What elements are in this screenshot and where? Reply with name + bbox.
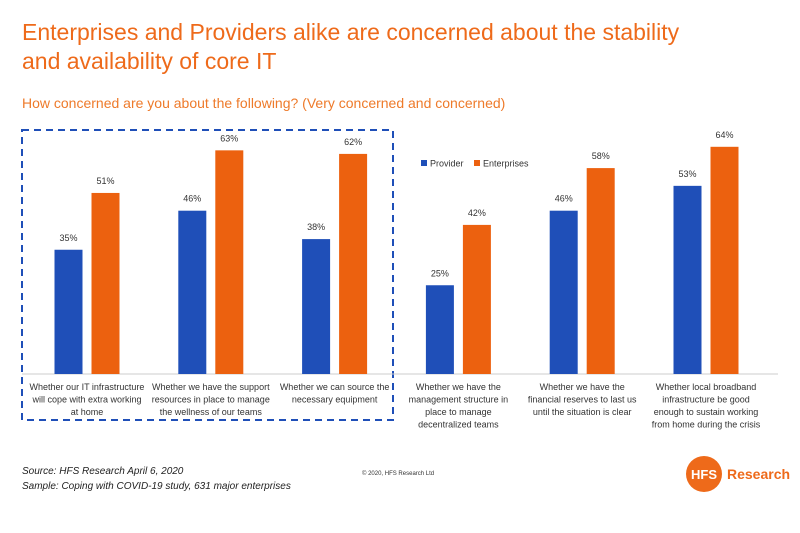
category-label: decentralized teams [418,420,499,430]
data-label: 42% [468,208,486,218]
bar-enterprises [215,150,244,374]
category-label: management structure in [409,395,509,405]
data-label: 46% [183,194,201,204]
bar-provider [549,210,578,374]
slide-subtitle: How concerned are you about the followin… [22,95,506,111]
category-label: Whether we have the [416,382,501,392]
data-label: 63% [220,133,238,143]
logo-mark: HFS [686,456,722,492]
category-label: enough to sustain working [654,407,759,417]
data-label: 46% [555,194,573,204]
category-label: financial reserves to last us [528,395,637,405]
category-label: resources in place to manage [152,395,270,405]
category-label: place to manage [425,407,492,417]
bar-provider [425,285,454,374]
bar-enterprises [91,192,120,374]
data-label: 25% [431,268,449,278]
data-label: 35% [59,233,77,243]
highlight-box [21,129,394,421]
category-label: until the situation is clear [533,407,632,417]
data-label: 62% [344,137,362,147]
bar-enterprises [462,224,491,374]
sample-note: Sample: Coping with COVID-19 study, 631 … [22,481,291,492]
hfs-logo: HFS Research [686,456,790,492]
category-label: the wellness of our teams [160,407,263,417]
data-label: 51% [96,176,114,186]
legend-label: Enterprises [483,159,529,169]
data-label: 58% [592,151,610,161]
category-label: at home [71,407,104,417]
bar-enterprises [710,146,739,374]
data-label: 38% [307,222,325,232]
category-label: Whether we have the [540,382,625,392]
bar-provider [54,249,83,374]
category-label: necessary equipment [292,395,378,405]
category-label: Whether local broadband [656,382,757,392]
category-label: Whether we can source the [280,382,390,392]
legend-label: Provider [430,159,464,169]
slide-title: Enterprises and Providers alike are conc… [22,19,680,74]
legend-swatch-enterprises [474,160,480,166]
bar-provider [673,185,702,374]
category-label: infrastructure be good [662,395,750,405]
data-label: 53% [678,169,696,179]
bar-enterprises [586,168,615,374]
category-label: Whether our IT infrastructure [30,382,145,392]
copyright: © 2020, HFS Research Ltd [362,471,435,477]
logo-text: Research [727,466,791,482]
data-label: 64% [715,130,733,140]
source-note: Source: HFS Research April 6, 2020 [22,466,184,477]
legend-swatch-provider [421,160,427,166]
category-label: will cope with extra working [31,395,141,405]
category-label: Whether we have the support [152,382,270,392]
category-label: from home during the crisis [652,420,761,430]
bar-provider [178,210,207,374]
bar-provider [302,239,331,374]
bar-enterprises [339,153,368,374]
